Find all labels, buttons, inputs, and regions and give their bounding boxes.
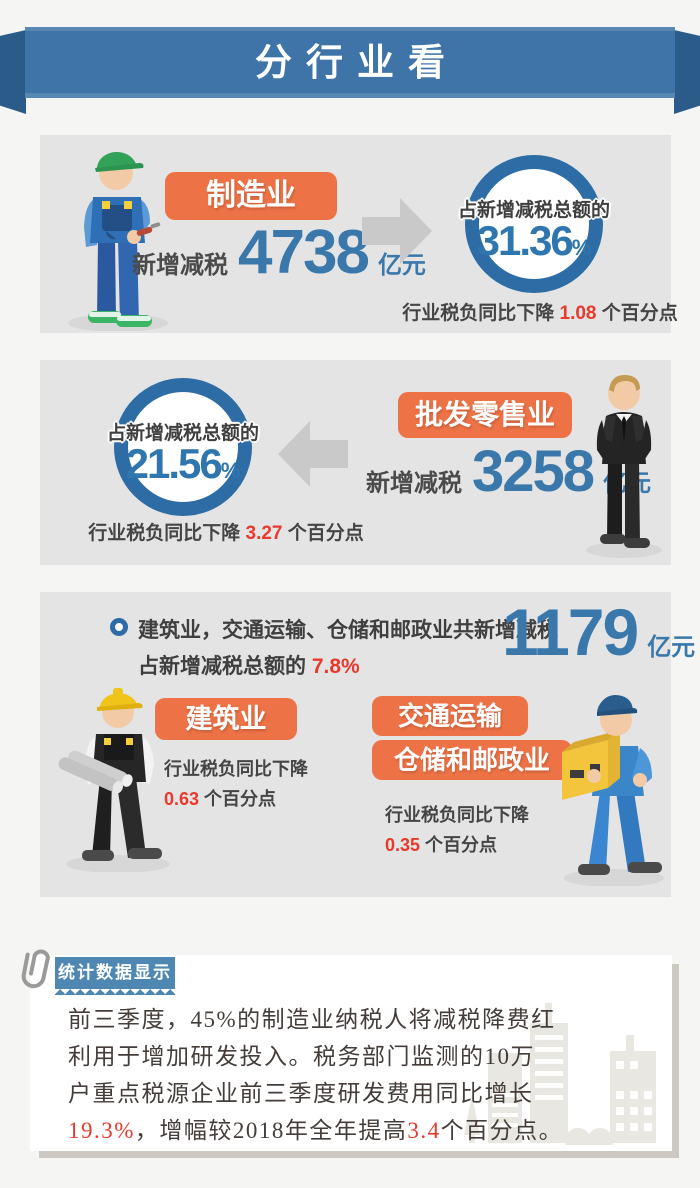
stat-label: 新增减税 <box>366 470 462 497</box>
construction-burden: 行业税负同比下降 0.63 个百分点 <box>164 759 308 809</box>
manufacturing-share-circle: 占新增减税总额的 31.36% <box>458 155 610 293</box>
stat-unit: 亿元 <box>647 634 696 661</box>
combined-headline: 建筑业，交通运输、仓储和邮政业共新增减税 <box>138 619 558 642</box>
manufacturing-badge: 制造业 <box>165 172 337 220</box>
arrow-right-icon <box>362 198 432 264</box>
arrow-left-icon <box>278 421 348 487</box>
share-value: 21.56% <box>125 440 241 487</box>
wholesale-retail-badge: 批发零售业 <box>398 392 572 438</box>
transport-badge-line2: 仓储和邮政业 <box>372 740 572 780</box>
bullet-circle-icon <box>110 618 128 636</box>
combined-industries-card: 建筑业，交通运输、仓储和邮政业共新增减税 占新增减税总额的 7.8% 1179 … <box>40 592 695 897</box>
paperclip-icon <box>21 949 50 989</box>
delivery-worker-illustration <box>562 695 664 886</box>
section-banner: 分行业看 <box>25 27 675 98</box>
ribbon-fold-left <box>0 30 26 114</box>
manufacturing-stat: 新增减税 4738 亿元 <box>132 217 426 288</box>
construction-badge: 建筑业 <box>155 698 297 740</box>
wholesale-stat: 新增减税 3258 亿元 <box>366 438 651 505</box>
wholesale-retail-card: 占新增减税总额的 21.56% 批发零售业 新增减税 3258 亿元 行业税负同… <box>40 360 671 565</box>
stat-label: 新增减税 <box>132 252 228 279</box>
manufacturing-worker-illustration <box>68 151 168 331</box>
page-title: 分行业看 <box>255 42 459 83</box>
statistics-note-card: 统计数据显示 前三季度，45%的制造 <box>21 949 672 1151</box>
transport-badge-line1: 交通运输 <box>372 696 528 736</box>
ribbon-fold-right <box>674 30 700 114</box>
construction-worker-illustration <box>58 688 170 872</box>
manufacturing-card: 制造业 新增减税 4738 亿元 占新增减税总额的 31.36% 行业税负同比下… <box>40 135 678 333</box>
city-skyline-icon <box>464 1003 656 1145</box>
businessman-illustration <box>586 374 662 558</box>
transport-burden: 行业税负同比下降 0.35 个百分点 <box>385 805 529 855</box>
wholesale-share-circle: 占新增减税总额的 21.56% <box>107 378 259 516</box>
stat-value: 4738 <box>238 218 370 287</box>
combined-stat: 1179 亿元 <box>502 594 695 670</box>
share-label: 占新增减税总额的 <box>457 200 611 221</box>
manufacturing-burden: 行业税负同比下降 1.08 个百分点 <box>402 303 678 324</box>
note-paragraph: 前三季度，45%的制造业纳税人将减税降费红 利用于增加研发投入。税务部门监测的1… <box>68 1007 564 1143</box>
combined-share: 占新增减税总额的 7.8% <box>138 655 360 678</box>
stat-value: 1179 <box>502 595 639 669</box>
note-ribbon: 统计数据显示 <box>55 957 175 995</box>
share-label: 占新增减税总额的 <box>106 423 260 444</box>
share-value: 31.36% <box>476 217 592 264</box>
stat-value: 3258 <box>472 439 595 504</box>
wholesale-burden: 行业税负同比下降 3.27 个百分点 <box>88 523 364 544</box>
